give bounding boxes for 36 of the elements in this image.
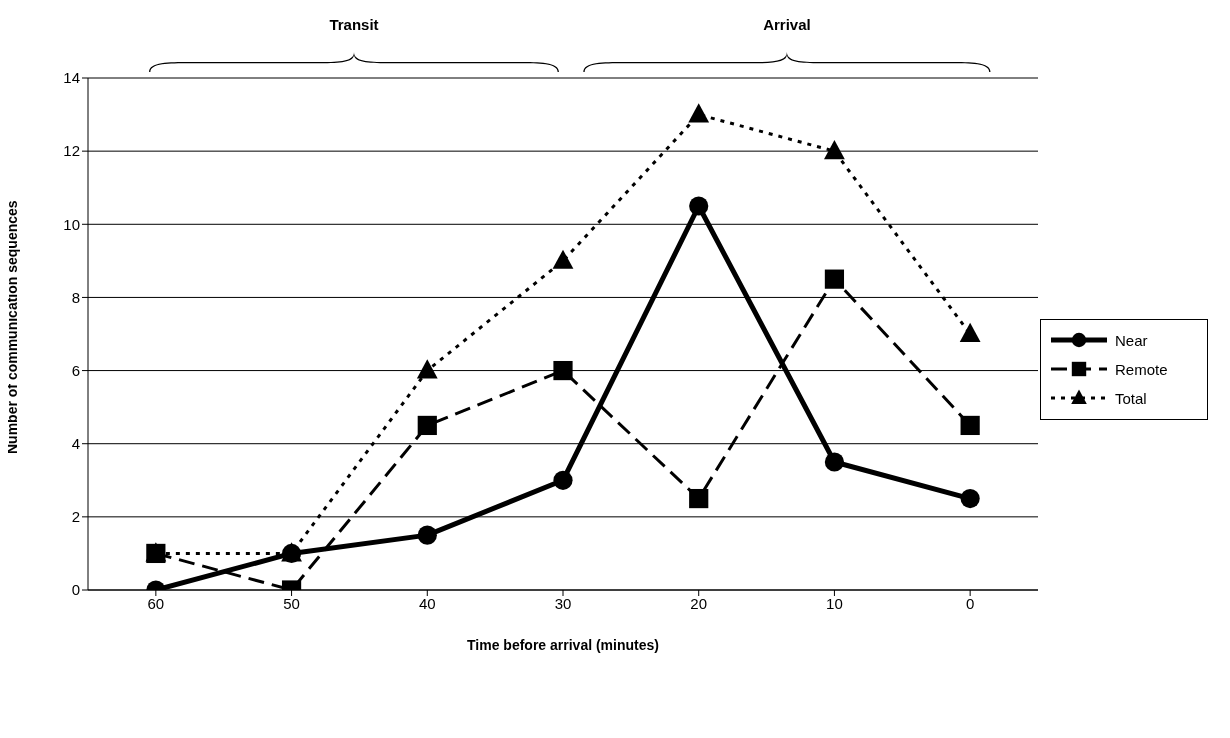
y-tick-label: 14 xyxy=(63,69,80,87)
y-tick-label: 6 xyxy=(71,361,80,379)
legend-label: Remote xyxy=(1115,360,1168,378)
y-tick-label: 0 xyxy=(71,581,80,599)
x-tick-label: 50 xyxy=(283,594,300,612)
point xyxy=(416,359,438,379)
x-tick-label: 20 xyxy=(690,594,708,612)
point xyxy=(417,415,437,436)
point xyxy=(689,196,709,216)
point xyxy=(689,488,709,509)
point xyxy=(552,249,574,269)
point xyxy=(959,322,981,342)
point xyxy=(417,525,437,545)
y-tick-label: 10 xyxy=(63,215,80,233)
legend-label: Total xyxy=(1115,389,1147,407)
y-tick-label: 12 xyxy=(63,142,80,160)
x-tick-label: 30 xyxy=(554,594,572,612)
point xyxy=(688,103,710,123)
point xyxy=(960,488,980,509)
point xyxy=(824,452,845,472)
point xyxy=(824,269,845,289)
text: Arrival xyxy=(763,16,811,33)
x-tick-label: 60 xyxy=(147,594,165,612)
x-tick-label: 0 xyxy=(965,594,975,612)
x-tick-label: 40 xyxy=(418,594,436,612)
x-axis-title: Time before arrival (minutes) xyxy=(467,637,659,653)
point xyxy=(553,470,573,490)
y-tick-label: 8 xyxy=(71,288,80,306)
y-tick-label: 4 xyxy=(71,435,80,453)
point xyxy=(553,360,573,381)
point xyxy=(824,139,845,160)
y-tick-label: 2 xyxy=(71,508,80,526)
legend-label: Near xyxy=(1115,331,1148,349)
x-tick-label: 10 xyxy=(826,594,843,612)
text: Transit xyxy=(329,16,379,33)
point xyxy=(960,415,980,436)
